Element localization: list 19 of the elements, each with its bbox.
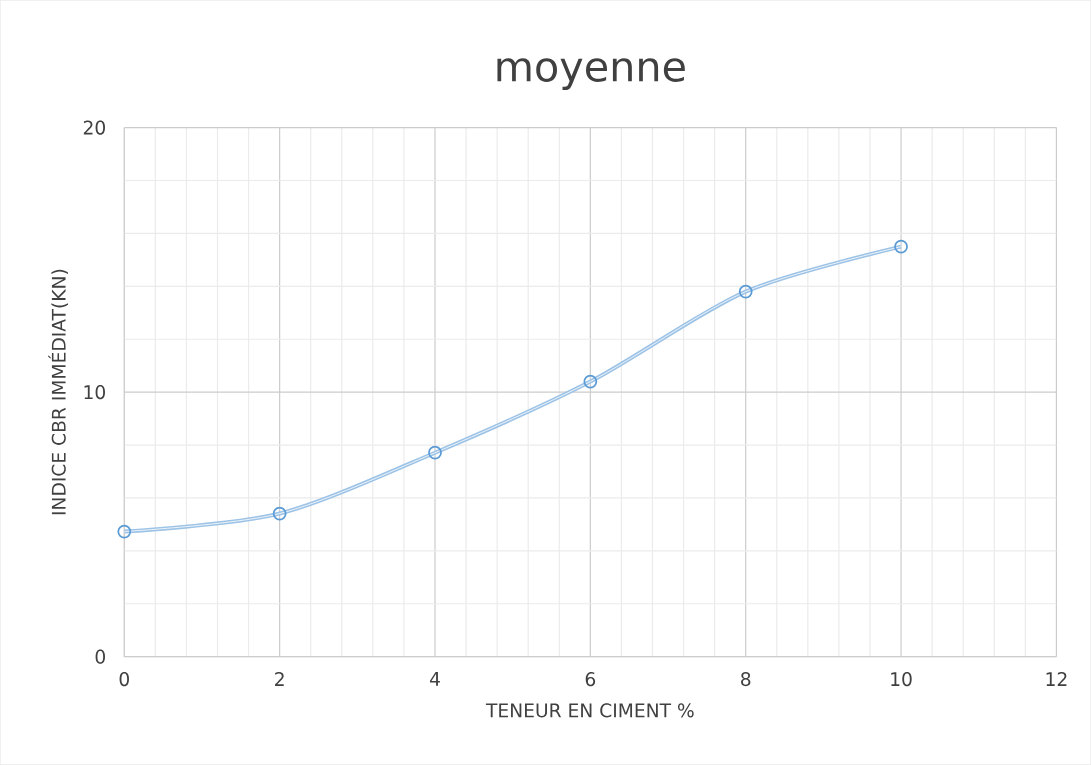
point xyxy=(583,374,598,389)
x-tick-label: 4 xyxy=(429,672,440,686)
x-tick-label: 6 xyxy=(585,672,596,687)
point xyxy=(272,506,287,521)
y-tick-label: 20 xyxy=(83,120,106,135)
y-tick-label: 10 xyxy=(84,385,106,400)
x-tick-label: 2 xyxy=(275,672,284,686)
x-tick-label: 10 xyxy=(891,672,912,687)
y-axis-title: INDICE CBR IMMÉDIAT(KN) xyxy=(48,269,69,515)
chart-title: moyenne xyxy=(497,58,685,90)
point xyxy=(117,524,132,539)
x-tick-label: 12 xyxy=(1046,672,1067,686)
point xyxy=(894,239,908,254)
y-tick-label: 0 xyxy=(95,649,106,664)
x-axis-title: TENEUR EN CIMENT % xyxy=(485,703,694,718)
point xyxy=(738,284,753,299)
x-tick-label: 8 xyxy=(741,672,751,687)
point xyxy=(428,445,442,460)
x-tick-label: 0 xyxy=(119,672,129,687)
